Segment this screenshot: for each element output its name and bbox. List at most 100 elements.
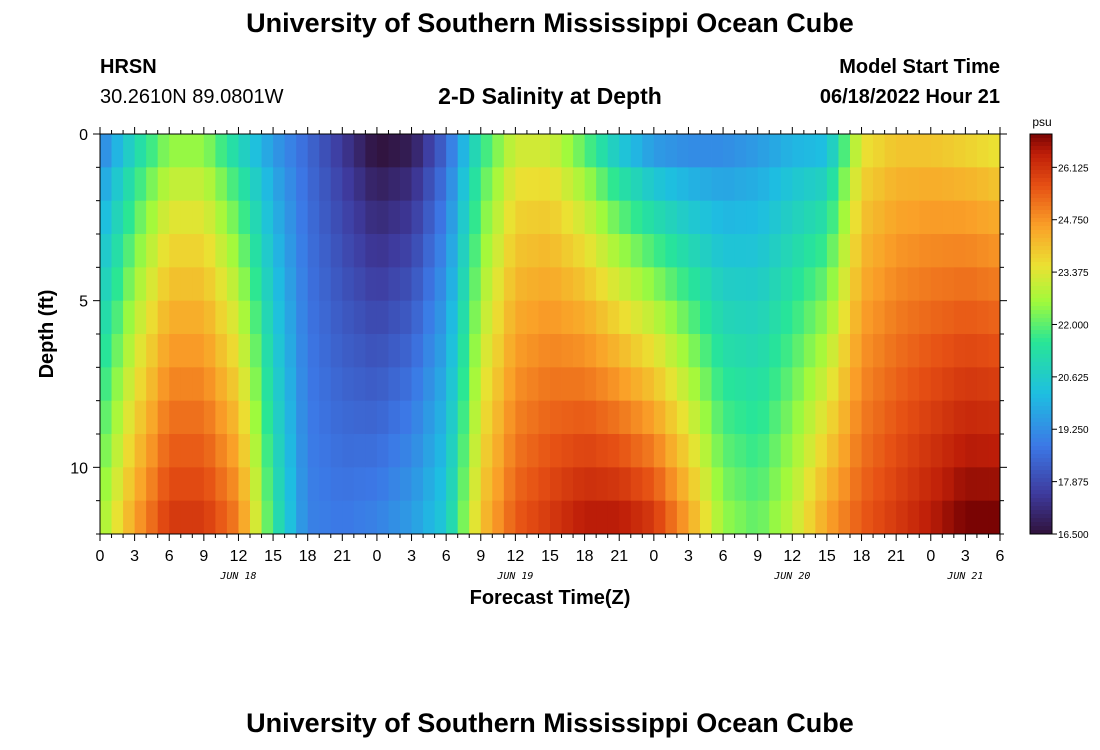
heatmap-cell [111,300,124,335]
heatmap-cell [665,267,678,302]
heatmap-cell [146,334,159,368]
heatmap-cell [688,167,701,202]
heatmap-cell [480,434,493,468]
heatmap-cell [803,400,816,435]
model-start-label: Model Start Time [839,56,1000,78]
heatmap-cell [503,367,516,402]
heatmap-cell [273,467,286,502]
heatmap-cell [550,200,562,235]
heatmap-cell [919,367,932,402]
heatmap-cell [388,267,401,302]
heatmap-cell [353,367,366,402]
heatmap-cell [446,400,459,435]
colorbar-segment [1030,370,1052,375]
colorbar-segment [1030,250,1052,255]
heatmap-cell [723,134,736,168]
heatmap-cell [503,167,516,202]
heatmap-cell [550,500,562,535]
heatmap-cell [942,200,955,235]
heatmap-cell [988,467,1001,502]
heatmap-cell [203,467,216,502]
heatmap-cell [526,267,539,302]
heatmap-cell [353,500,366,535]
heatmap-cell [353,267,366,302]
heatmap-cell [919,500,932,535]
heatmap-cells [100,134,1001,535]
heatmap-cell [457,300,470,335]
heatmap-cell [100,267,112,302]
heatmap-cell [792,467,805,502]
heatmap-cell [492,334,505,368]
heatmap-cell [296,367,309,402]
heatmap-cell [434,200,447,235]
heatmap-cell [134,134,147,168]
heatmap-cell [757,134,770,168]
heatmap-cell [769,167,782,202]
heatmap-cell [792,200,805,235]
heatmap-cell [734,434,747,468]
heatmap-cell [930,400,943,435]
heatmap-cell [538,334,551,368]
heatmap-cell [550,267,562,302]
heatmap-cell [388,367,401,402]
heatmap-cell [573,367,586,402]
colorbar-segment [1030,218,1052,223]
heatmap-cell [607,467,620,502]
heatmap-cell [261,167,274,202]
heatmap-cell [330,334,343,368]
colorbar-segment [1030,234,1052,239]
heatmap-cell [573,234,586,268]
colorbar-segment [1030,458,1052,463]
heatmap-cell [653,400,666,435]
heatmap-cell [353,234,366,268]
heatmap-cell [342,200,355,235]
heatmap-cell [723,300,736,335]
heatmap-cell [642,434,655,468]
heatmap-cell [873,434,886,468]
colorbar-segment [1030,450,1052,455]
heatmap-cell [757,434,770,468]
heatmap-cell [584,300,597,335]
heatmap-cell [884,234,897,268]
heatmap-cell [480,467,493,502]
heatmap-cell [561,200,574,235]
heatmap-cell [873,334,886,368]
heatmap-cell [238,334,251,368]
heatmap-cell [376,200,389,235]
heatmap-cell [273,500,286,535]
heatmap-cell [192,234,205,268]
heatmap-cell [873,367,886,402]
heatmap-cell [180,200,193,235]
heatmap-cell [423,334,436,368]
heatmap-cell [653,267,666,302]
heatmap-cell [526,167,539,202]
colorbar-segment [1030,518,1052,523]
heatmap-cell [711,434,724,468]
heatmap-cell [757,334,770,368]
heatmap-cell [711,400,724,435]
heatmap-cell [261,367,274,402]
heatmap-cell [573,400,586,435]
heatmap-cell [826,367,839,402]
heatmap-cell [123,134,136,168]
heatmap-cell [261,267,274,302]
heatmap-cell [100,300,112,335]
heatmap-cell [757,234,770,268]
heatmap-cell [676,467,689,502]
heatmap-cell [746,467,759,502]
heatmap-cell [376,334,389,368]
heatmap-cell [723,434,736,468]
heatmap-cell [734,167,747,202]
colorbar-segment [1030,282,1052,287]
heatmap-cell [457,134,470,168]
heatmap-cell [676,167,689,202]
heatmap-cell [261,300,274,335]
heatmap-cell [826,234,839,268]
heatmap-cell [561,434,574,468]
heatmap-cell [711,334,724,368]
colorbar-segment [1030,462,1052,467]
heatmap-cell [665,300,678,335]
page-title: University of Southern Mississippi Ocean… [246,8,854,38]
heatmap-cell [630,134,643,168]
heatmap-cell [526,367,539,402]
